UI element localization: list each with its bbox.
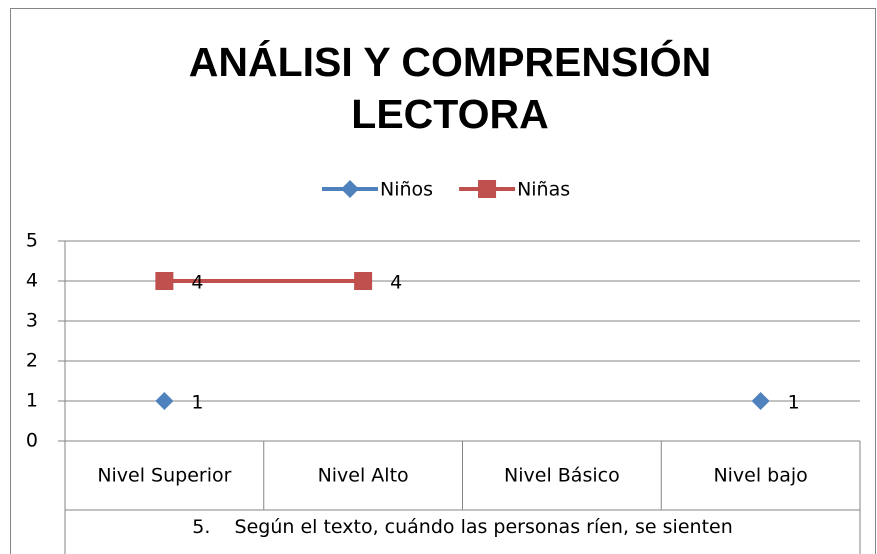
y-tick-label: 4	[26, 270, 38, 292]
data-point	[751, 392, 770, 410]
y-tick-label: 1	[26, 390, 38, 412]
x-axis-label: 5. Según el texto, cuándo las personas r…	[192, 516, 733, 538]
chart-title: ANÁLISI Y COMPRENSIÓN LECTORA	[188, 39, 712, 137]
data-label: 1	[191, 392, 203, 414]
data-point	[354, 272, 373, 290]
chart-border	[10, 8, 876, 554]
y-tick-label: 5	[26, 230, 38, 252]
legend-marker	[341, 180, 359, 198]
data-label: 1	[788, 392, 800, 414]
y-tick-label: 2	[26, 350, 38, 372]
x-tick-label: Nivel Alto	[318, 465, 409, 487]
legend-label: Niñas	[517, 179, 570, 201]
y-tick-label: 0	[26, 430, 38, 452]
legend-marker	[478, 180, 497, 198]
x-tick-label: Nivel bajo	[713, 465, 807, 487]
x-tick-label: Nivel Básico	[504, 465, 620, 487]
data-label: 4	[191, 272, 203, 294]
legend-label: Niños	[380, 179, 433, 201]
y-tick-label: 3	[26, 310, 38, 332]
data-point	[155, 272, 174, 290]
data-point	[155, 392, 174, 410]
x-tick-label: Nivel Superior	[97, 465, 231, 487]
data-label: 4	[390, 272, 402, 294]
